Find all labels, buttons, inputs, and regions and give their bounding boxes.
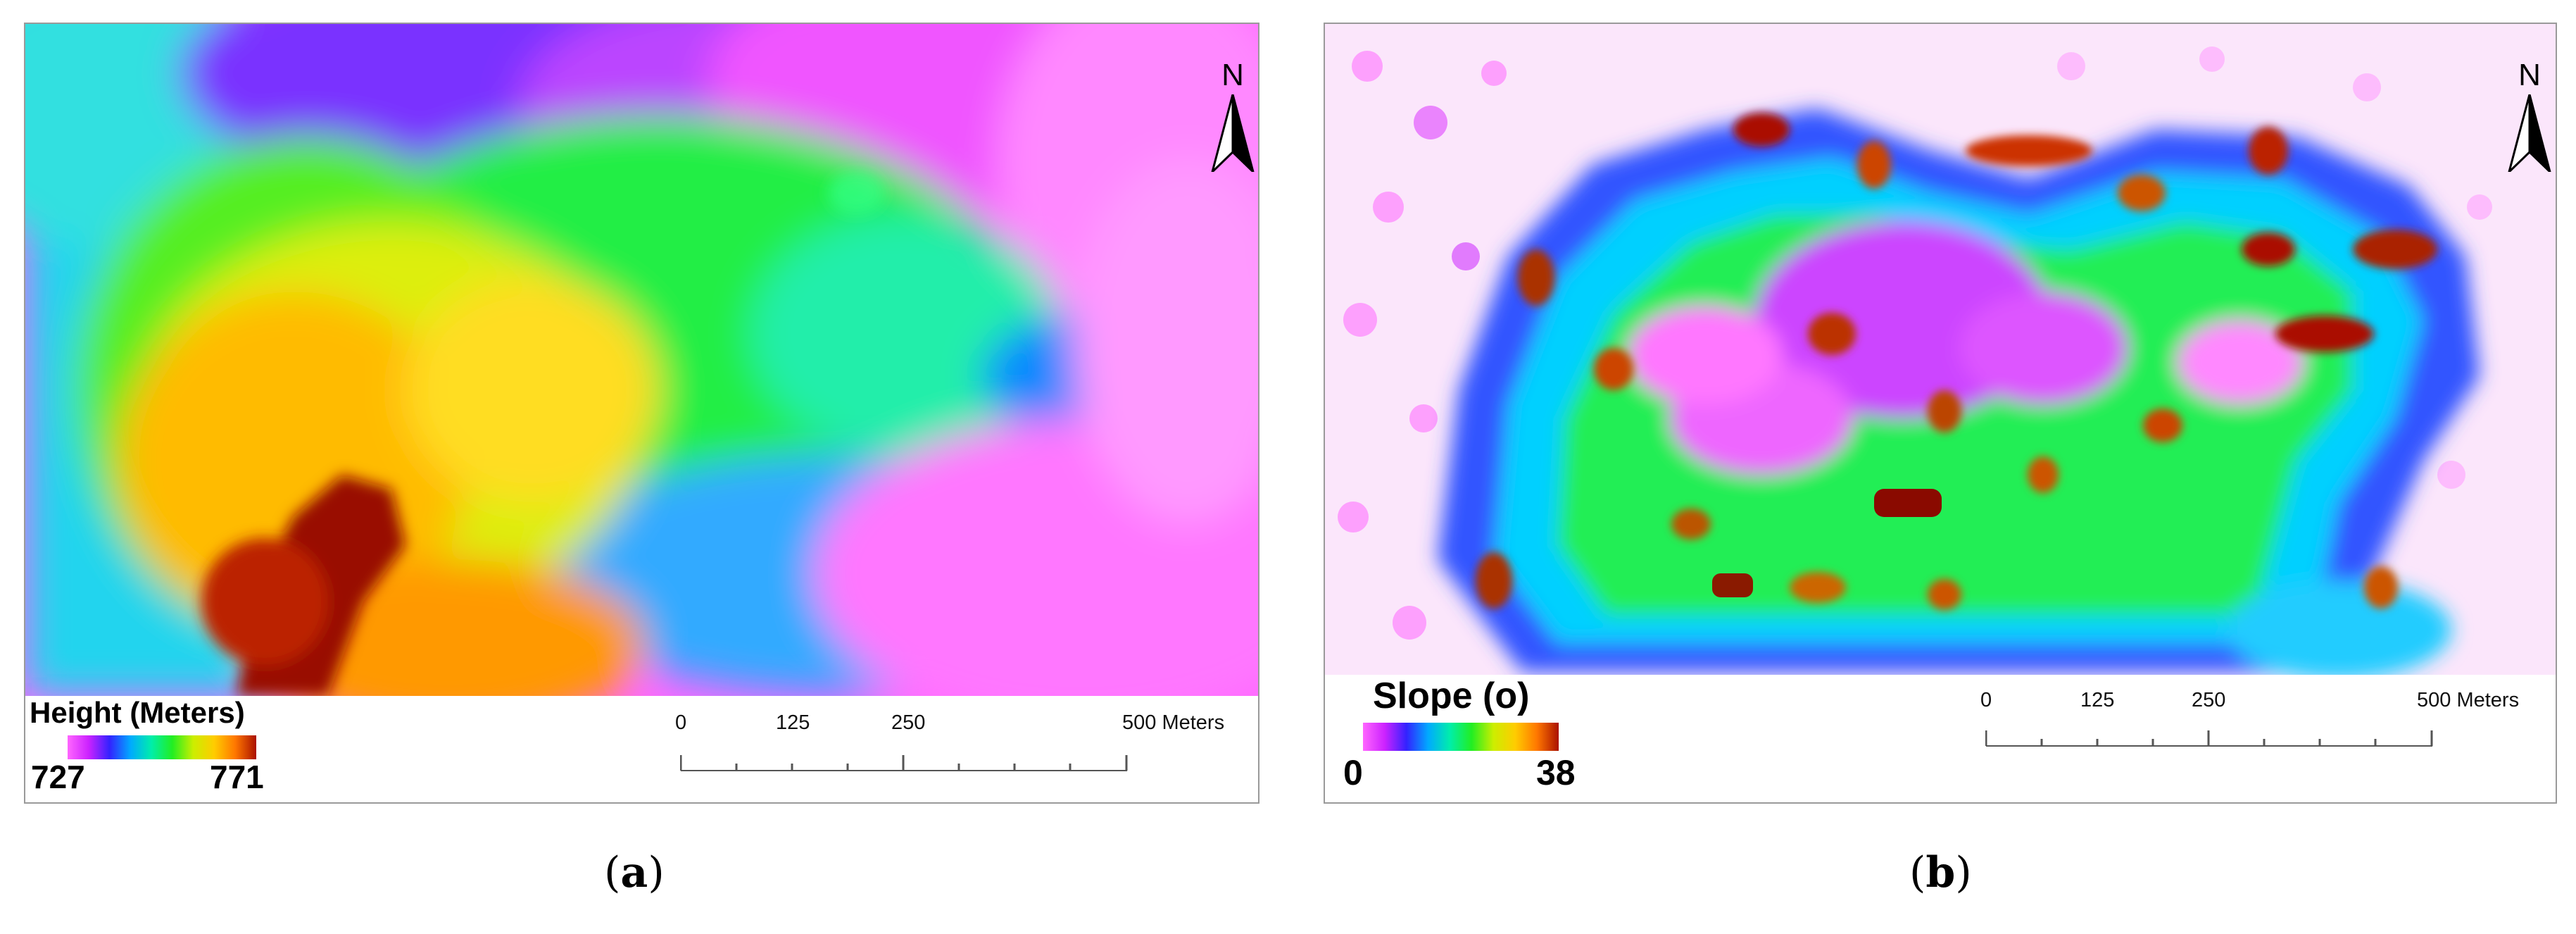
- legend-title: Slope (o): [1373, 675, 1530, 716]
- scale-label-250: 250: [891, 711, 926, 734]
- height-color-ramp: [68, 735, 256, 759]
- panel-label-a: (a): [604, 848, 665, 897]
- scale-label-500: 500 Meters: [2417, 689, 2520, 711]
- north-arrow-icon: [2508, 94, 2551, 172]
- figure-panel-b: N Slope (o) 0 38 0 125 250 500 Meters: [1324, 23, 2557, 804]
- scale-label-125: 125: [2080, 689, 2115, 711]
- scale-label-250: 250: [2192, 689, 2226, 711]
- panel-label-b: (b): [1909, 848, 1972, 897]
- legend-max-value: 771: [210, 759, 264, 795]
- scale-label-0: 0: [1980, 689, 1992, 711]
- scale-label-0: 0: [675, 711, 687, 734]
- scale-label-125: 125: [776, 711, 810, 734]
- figure-panel-a: N Height (Meters) 727 771 0 125 250 500 …: [24, 23, 1259, 804]
- north-label: N: [1221, 58, 1244, 92]
- scale-label-500: 500 Meters: [1122, 711, 1225, 734]
- elevation-raster: [25, 24, 1258, 696]
- legend-title: Height (Meters): [30, 696, 245, 729]
- slope-raster-map: [1325, 24, 2556, 675]
- scale-bar-ticks: [680, 755, 1128, 771]
- slope-raster: [1325, 24, 2556, 675]
- north-arrow: N: [1201, 58, 1264, 178]
- north-arrow-icon: [1211, 94, 1255, 172]
- legend-max-value: 38: [1536, 753, 1576, 792]
- north-label: N: [2518, 58, 2541, 92]
- slope-color-ramp: [1363, 723, 1559, 751]
- scale-bar-ticks: [1985, 730, 2433, 747]
- north-arrow: N: [2498, 58, 2561, 178]
- legend-min-value: 0: [1343, 753, 1363, 792]
- legend-min-value: 727: [31, 759, 85, 795]
- height-raster-map: [25, 24, 1258, 696]
